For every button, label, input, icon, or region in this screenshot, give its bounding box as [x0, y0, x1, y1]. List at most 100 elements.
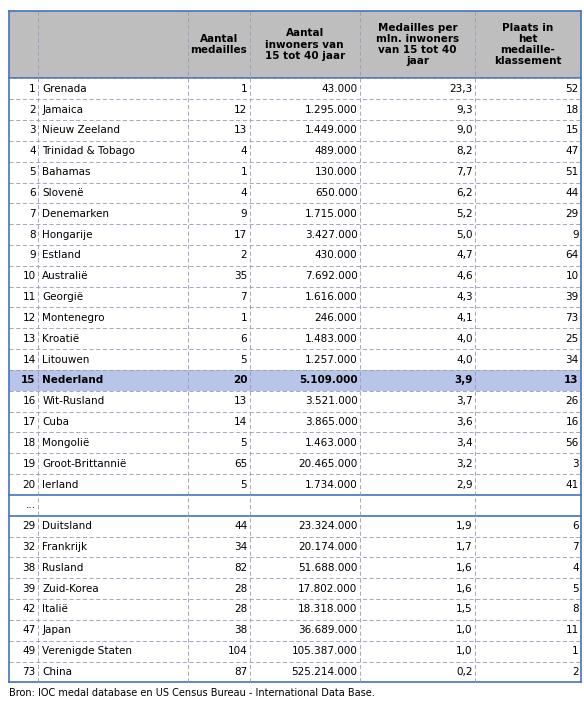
Text: 73: 73 [565, 313, 579, 323]
Text: 44: 44 [234, 521, 247, 531]
Text: Estland: Estland [42, 250, 81, 260]
Text: 13: 13 [234, 125, 247, 135]
Bar [9, 578, 581, 599]
Text: Mongolië: Mongolië [42, 438, 89, 448]
Text: Italië: Italië [42, 605, 68, 615]
Text: 5: 5 [572, 584, 579, 594]
Text: 2: 2 [572, 667, 579, 677]
Text: 9,0: 9,0 [456, 125, 472, 135]
Text: 5: 5 [29, 167, 36, 177]
Bar [9, 515, 581, 537]
Text: 10: 10 [23, 271, 36, 281]
Bar [9, 537, 581, 558]
Text: Aantal
inwoners van
15 tot 40 jaar: Aantal inwoners van 15 tot 40 jaar [265, 29, 345, 61]
Text: 34: 34 [565, 354, 579, 364]
Bar [9, 287, 581, 307]
Text: 5: 5 [241, 480, 247, 490]
Text: Jamaica: Jamaica [42, 105, 83, 115]
Text: Hongarije: Hongarije [42, 230, 93, 240]
Text: 17: 17 [23, 417, 36, 427]
Text: 9: 9 [29, 250, 36, 260]
Text: 4,0: 4,0 [456, 354, 472, 364]
Text: 3,6: 3,6 [456, 417, 472, 427]
Bar [9, 433, 581, 453]
Text: Nederland: Nederland [42, 375, 103, 386]
Bar [9, 120, 581, 141]
Text: 1.734.000: 1.734.000 [305, 480, 357, 490]
Text: 6: 6 [29, 188, 36, 198]
Text: 1: 1 [241, 84, 247, 94]
Text: 51.688.000: 51.688.000 [298, 563, 357, 573]
Text: 5,2: 5,2 [456, 209, 472, 219]
Bar [9, 641, 581, 662]
Text: 28: 28 [234, 584, 247, 594]
Bar [9, 162, 581, 183]
Text: 6: 6 [572, 521, 579, 531]
Text: 39: 39 [23, 584, 36, 594]
Text: 4: 4 [29, 146, 36, 156]
Text: 4,1: 4,1 [456, 313, 472, 323]
Text: Litouwen: Litouwen [42, 354, 89, 364]
Text: 4: 4 [241, 146, 247, 156]
Text: 6,2: 6,2 [456, 188, 472, 198]
Text: 7.692.000: 7.692.000 [305, 271, 357, 281]
Text: 56: 56 [565, 438, 579, 448]
Text: 3: 3 [572, 458, 579, 468]
Text: Zuid-Korea: Zuid-Korea [42, 584, 99, 594]
Text: 1,5: 1,5 [456, 605, 472, 615]
Text: 18.318.000: 18.318.000 [298, 605, 357, 615]
Text: 3,9: 3,9 [454, 375, 472, 386]
Text: 52: 52 [565, 84, 579, 94]
Text: 15: 15 [565, 125, 579, 135]
Text: 0,2: 0,2 [456, 667, 472, 677]
Bar [9, 620, 581, 641]
Text: 38: 38 [23, 563, 36, 573]
Text: 82: 82 [234, 563, 247, 573]
Text: 11: 11 [23, 292, 36, 302]
Text: 1: 1 [241, 313, 247, 323]
Bar [9, 662, 581, 682]
Text: 489.000: 489.000 [315, 146, 357, 156]
Text: 20: 20 [232, 375, 247, 386]
Text: Duitsland: Duitsland [42, 521, 92, 531]
Bar [9, 370, 581, 391]
Text: 12: 12 [234, 105, 247, 115]
Text: 20.465.000: 20.465.000 [298, 458, 357, 468]
Text: 4: 4 [241, 188, 247, 198]
Text: Slovenë: Slovenë [42, 188, 84, 198]
Text: 64: 64 [565, 250, 579, 260]
Text: 35: 35 [234, 271, 247, 281]
Text: 1,9: 1,9 [456, 521, 472, 531]
Bar [9, 141, 581, 162]
Text: 3.427.000: 3.427.000 [305, 230, 357, 240]
Text: 9: 9 [572, 230, 579, 240]
Text: Groot-Brittannië: Groot-Brittannië [42, 458, 126, 468]
Bar [9, 307, 581, 328]
Text: 16: 16 [565, 417, 579, 427]
Text: 1,6: 1,6 [456, 563, 472, 573]
Text: 4,6: 4,6 [456, 271, 472, 281]
Text: 13: 13 [234, 396, 247, 406]
Text: 7,7: 7,7 [456, 167, 472, 177]
Text: Verenigde Staten: Verenigde Staten [42, 646, 132, 656]
Bar [9, 245, 581, 266]
Text: 6: 6 [241, 334, 247, 344]
Text: 41: 41 [565, 480, 579, 490]
Text: 1,7: 1,7 [456, 542, 472, 552]
Bar [9, 11, 581, 78]
Text: 20.174.000: 20.174.000 [298, 542, 357, 552]
Text: Aantal
medailles: Aantal medailles [190, 34, 247, 55]
Text: 36.689.000: 36.689.000 [298, 625, 357, 635]
Bar [9, 599, 581, 620]
Bar [9, 495, 581, 515]
Bar [9, 453, 581, 474]
Text: 4,3: 4,3 [456, 292, 472, 302]
Text: 14: 14 [234, 417, 247, 427]
Text: 7: 7 [29, 209, 36, 219]
Text: Georgië: Georgië [42, 292, 84, 302]
Text: 1.715.000: 1.715.000 [305, 209, 357, 219]
Text: 34: 34 [234, 542, 247, 552]
Text: 5,0: 5,0 [456, 230, 472, 240]
Bar [9, 328, 581, 349]
Text: 32: 32 [23, 542, 36, 552]
